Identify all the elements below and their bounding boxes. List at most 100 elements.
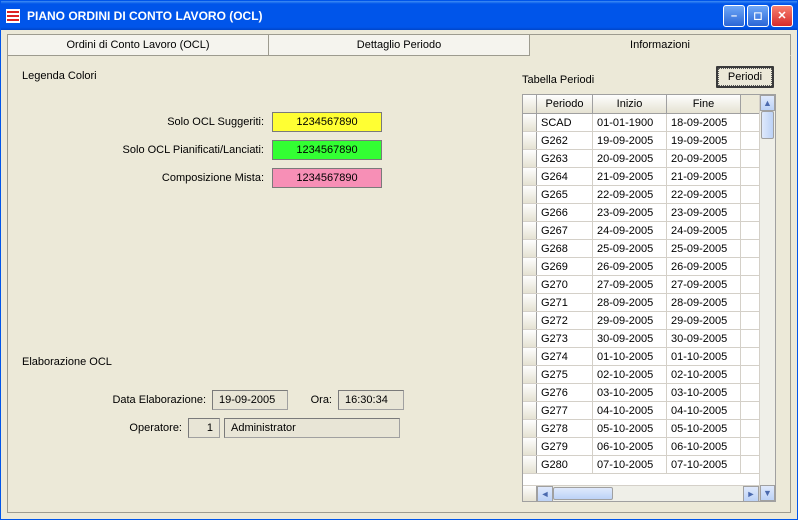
cell-periodo: G270 <box>537 276 593 293</box>
cell-periodo: G278 <box>537 420 593 437</box>
table-row[interactable]: G26724-09-200524-09-2005 <box>523 222 759 240</box>
table-row[interactable]: G26219-09-200519-09-2005 <box>523 132 759 150</box>
titlebar[interactable]: PIANO ORDINI DI CONTO LAVORO (OCL) – ◻ ✕ <box>1 1 797 30</box>
row-selector[interactable] <box>523 456 537 473</box>
legend-title: Legenda Colori <box>22 66 512 82</box>
cell-periodo: G279 <box>537 438 593 455</box>
table-row[interactable]: SCAD01-01-190018-09-2005 <box>523 114 759 132</box>
row-selector[interactable] <box>523 186 537 203</box>
scroll-left-button[interactable]: ◄ <box>537 486 553 501</box>
maximize-button[interactable]: ◻ <box>747 5 769 27</box>
scroll-right-button[interactable]: ► <box>743 486 759 501</box>
cell-inizio: 06-10-2005 <box>593 438 667 455</box>
periods-grid-body[interactable]: SCAD01-01-190018-09-2005G26219-09-200519… <box>523 114 759 485</box>
scroll-up-button[interactable]: ▲ <box>760 95 775 111</box>
cell-periodo: G274 <box>537 348 593 365</box>
row-selector[interactable] <box>523 402 537 419</box>
table-row[interactable]: G27027-09-200527-09-2005 <box>523 276 759 294</box>
row-selector[interactable] <box>523 312 537 329</box>
row-selector[interactable] <box>523 168 537 185</box>
cell-periodo: G271 <box>537 294 593 311</box>
cell-inizio: 03-10-2005 <box>593 384 667 401</box>
row-selector[interactable] <box>523 348 537 365</box>
row-selector[interactable] <box>523 420 537 437</box>
periods-grid-header: PeriodoInizioFine <box>523 95 759 114</box>
grid-header-fine[interactable]: Fine <box>667 95 741 113</box>
row-selector[interactable] <box>523 438 537 455</box>
cell-fine: 25-09-2005 <box>667 240 741 257</box>
table-row[interactable]: G27330-09-200530-09-2005 <box>523 330 759 348</box>
table-row[interactable]: G27401-10-200501-10-2005 <box>523 348 759 366</box>
row-selector[interactable] <box>523 114 537 131</box>
cell-fine: 30-09-2005 <box>667 330 741 347</box>
cell-inizio: 02-10-2005 <box>593 366 667 383</box>
vscrollbar[interactable]: ▲ ▼ <box>759 95 775 501</box>
row-selector[interactable] <box>523 258 537 275</box>
window: PIANO ORDINI DI CONTO LAVORO (OCL) – ◻ ✕… <box>0 0 798 520</box>
periodi-button[interactable]: Periodi <box>716 66 774 88</box>
legend-label: Solo OCL Suggeriti: <box>22 116 272 128</box>
cell-fine: 03-10-2005 <box>667 384 741 401</box>
row-selector[interactable] <box>523 150 537 167</box>
hscrollbar[interactable]: ◄ ► <box>537 486 759 501</box>
grid-header-periodo[interactable]: Periodo <box>537 95 593 113</box>
tab-0[interactable]: Ordini di Conto Lavoro (OCL) <box>7 34 269 56</box>
vscroll-thumb[interactable] <box>761 111 774 139</box>
scroll-down-button[interactable]: ▼ <box>760 485 775 501</box>
cell-inizio: 27-09-2005 <box>593 276 667 293</box>
minimize-button[interactable]: – <box>723 5 745 27</box>
table-row[interactable]: G27128-09-200528-09-2005 <box>523 294 759 312</box>
table-row[interactable]: G27603-10-200503-10-2005 <box>523 384 759 402</box>
cell-fine: 26-09-2005 <box>667 258 741 275</box>
legend-swatch: 1234567890 <box>272 140 382 160</box>
table-row[interactable]: G27906-10-200506-10-2005 <box>523 438 759 456</box>
row-selector[interactable] <box>523 204 537 221</box>
cell-inizio: 04-10-2005 <box>593 402 667 419</box>
periods-grid[interactable]: PeriodoInizioFine SCAD01-01-190018-09-20… <box>522 94 776 502</box>
app-icon <box>5 8 21 24</box>
row-selector[interactable] <box>523 222 537 239</box>
vscroll-track[interactable] <box>760 111 775 485</box>
table-row[interactable]: G27704-10-200504-10-2005 <box>523 402 759 420</box>
table-row[interactable]: G27502-10-200502-10-2005 <box>523 366 759 384</box>
close-button[interactable]: ✕ <box>771 5 793 27</box>
cell-inizio: 25-09-2005 <box>593 240 667 257</box>
cell-inizio: 19-09-2005 <box>593 132 667 149</box>
row-selector[interactable] <box>523 276 537 293</box>
row-selector[interactable] <box>523 294 537 311</box>
cell-fine: 04-10-2005 <box>667 402 741 419</box>
cell-inizio: 20-09-2005 <box>593 150 667 167</box>
tab-2[interactable]: Informazioni <box>530 34 791 56</box>
table-row[interactable]: G28007-10-200507-10-2005 <box>523 456 759 474</box>
table-row[interactable]: G26623-09-200523-09-2005 <box>523 204 759 222</box>
tabstrip: Ordini di Conto Lavoro (OCL)Dettaglio Pe… <box>7 34 791 56</box>
table-row[interactable]: G26825-09-200525-09-2005 <box>523 240 759 258</box>
row-selector[interactable] <box>523 330 537 347</box>
cell-fine: 18-09-2005 <box>667 114 741 131</box>
hscroll-thumb[interactable] <box>553 487 613 500</box>
row-selector[interactable] <box>523 366 537 383</box>
legend-label: Composizione Mista: <box>22 172 272 184</box>
grid-header-inizio[interactable]: Inizio <box>593 95 667 113</box>
table-row[interactable]: G26320-09-200520-09-2005 <box>523 150 759 168</box>
grid-header-selector[interactable] <box>523 95 537 113</box>
table-row[interactable]: G26926-09-200526-09-2005 <box>523 258 759 276</box>
cell-periodo: G268 <box>537 240 593 257</box>
table-row[interactable]: G27805-10-200505-10-2005 <box>523 420 759 438</box>
elab-title: Elaborazione OCL <box>22 352 512 368</box>
row-selector[interactable] <box>523 384 537 401</box>
table-row[interactable]: G27229-09-200529-09-2005 <box>523 312 759 330</box>
row-selector[interactable] <box>523 240 537 257</box>
cell-fine: 19-09-2005 <box>667 132 741 149</box>
cell-fine: 20-09-2005 <box>667 150 741 167</box>
hscroll-track[interactable] <box>553 486 743 501</box>
table-row[interactable]: G26522-09-200522-09-2005 <box>523 186 759 204</box>
cell-periodo: G277 <box>537 402 593 419</box>
legend-row-1: Solo OCL Pianificati/Lanciati:1234567890 <box>22 136 512 164</box>
table-row[interactable]: G26421-09-200521-09-2005 <box>523 168 759 186</box>
tab-1[interactable]: Dettaglio Periodo <box>269 34 530 56</box>
legend-label: Solo OCL Pianificati/Lanciati: <box>22 144 272 156</box>
row-selector[interactable] <box>523 132 537 149</box>
cell-periodo: G276 <box>537 384 593 401</box>
cell-periodo: SCAD <box>537 114 593 131</box>
